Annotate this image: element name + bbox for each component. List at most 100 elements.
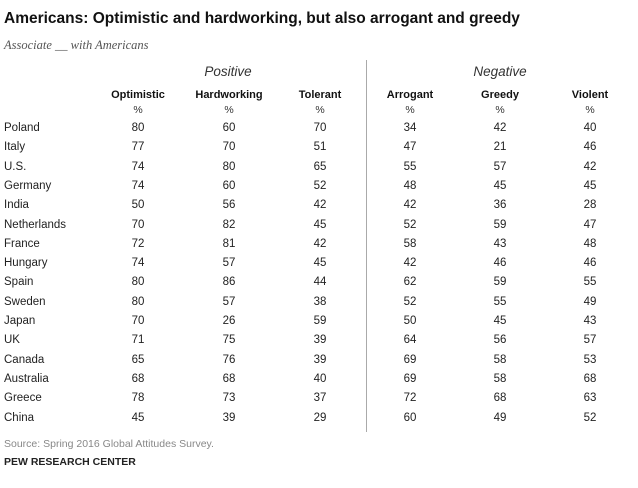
value-cell-tolerant: 65 <box>313 160 327 173</box>
value-cell-hardworking: 82 <box>222 218 236 231</box>
value-cell-optimistic: 80 <box>131 295 145 308</box>
column-unit-hardworking: % <box>224 104 234 116</box>
table-row: U.S. 74 80 65 55 57 42 <box>0 161 638 180</box>
value-cell-arrogant: 42 <box>403 199 417 212</box>
value-cell-arrogant: 60 <box>403 411 417 424</box>
value-cell-greedy: 45 <box>493 179 507 192</box>
value-cell-optimistic: 80 <box>131 122 145 134</box>
table-row: Spain 80 86 44 62 59 55 <box>0 276 638 295</box>
table-row: Hungary 74 57 45 42 46 46 <box>0 257 638 276</box>
column-header-optimistic: Optimistic <box>111 89 165 101</box>
column-unit-tolerant: % <box>315 104 325 116</box>
value-cell-arrogant: 50 <box>403 315 417 327</box>
table-row: Netherlands 70 82 45 52 59 47 <box>0 219 638 238</box>
value-cell-hardworking: 86 <box>222 276 236 289</box>
page-subtitle: Associate __ with Americans <box>4 38 149 52</box>
value-cell-tolerant: 37 <box>313 392 327 405</box>
column-header-tolerant: Tolerant <box>298 89 342 101</box>
country-label: Netherlands <box>4 218 67 231</box>
value-cell-tolerant: 42 <box>313 237 327 250</box>
value-cell-arrogant: 55 <box>403 160 417 173</box>
value-cell-hardworking: 68 <box>222 372 236 385</box>
value-cell-tolerant: 45 <box>313 218 327 231</box>
country-label: Sweden <box>4 295 46 308</box>
value-cell-tolerant: 44 <box>313 276 327 289</box>
value-cell-violent: 46 <box>583 141 597 154</box>
column-unit-greedy: % <box>495 104 505 116</box>
country-label: Canada <box>4 353 45 366</box>
value-cell-optimistic: 74 <box>131 179 145 192</box>
value-cell-violent: 68 <box>583 372 597 385</box>
value-cell-optimistic: 72 <box>131 237 145 250</box>
value-cell-arrogant: 69 <box>403 372 417 385</box>
value-cell-violent: 57 <box>583 334 597 347</box>
table-row: Japan 70 26 59 50 45 43 <box>0 315 638 334</box>
value-cell-arrogant: 58 <box>403 237 417 250</box>
value-cell-violent: 28 <box>583 199 597 212</box>
value-cell-hardworking: 80 <box>222 160 236 173</box>
value-cell-arrogant: 52 <box>403 218 417 231</box>
value-cell-tolerant: 70 <box>313 122 327 134</box>
country-label: Spain <box>4 276 34 289</box>
value-cell-optimistic: 70 <box>131 218 145 231</box>
value-cell-greedy: 57 <box>493 160 507 173</box>
table-row: India 50 56 42 42 36 28 <box>0 199 638 218</box>
value-cell-greedy: 36 <box>493 199 507 212</box>
value-cell-hardworking: 57 <box>222 295 236 308</box>
value-cell-violent: 43 <box>583 315 597 327</box>
value-cell-violent: 47 <box>583 218 597 231</box>
value-cell-violent: 46 <box>583 257 597 270</box>
value-cell-greedy: 59 <box>493 276 507 289</box>
country-label: Germany <box>4 179 52 192</box>
value-cell-optimistic: 78 <box>131 392 145 405</box>
value-cell-tolerant: 59 <box>313 315 327 327</box>
value-cell-optimistic: 50 <box>131 199 145 212</box>
country-label: India <box>4 199 29 212</box>
value-cell-violent: 40 <box>583 122 597 134</box>
value-cell-violent: 53 <box>583 353 597 366</box>
value-cell-tolerant: 38 <box>313 295 327 308</box>
value-cell-violent: 63 <box>583 392 597 405</box>
value-cell-optimistic: 74 <box>131 160 145 173</box>
value-cell-optimistic: 74 <box>131 257 145 270</box>
value-cell-violent: 49 <box>583 295 597 308</box>
country-label: UK <box>4 334 20 347</box>
country-label: U.S. <box>4 160 27 173</box>
value-cell-tolerant: 51 <box>313 141 327 154</box>
country-label: Poland <box>4 122 40 134</box>
value-cell-violent: 45 <box>583 179 597 192</box>
value-cell-hardworking: 76 <box>222 353 236 366</box>
value-cell-violent: 48 <box>583 237 597 250</box>
value-cell-tolerant: 45 <box>313 257 327 270</box>
value-cell-greedy: 55 <box>493 295 507 308</box>
group-label-negative: Negative <box>473 64 527 79</box>
country-label: Italy <box>4 141 26 154</box>
column-header-hardworking: Hardworking <box>195 89 263 101</box>
country-label: Hungary <box>4 257 48 270</box>
brand-label: PEW RESEARCH CENTER <box>4 456 136 468</box>
country-label: Australia <box>4 372 49 385</box>
column-header-greedy: Greedy <box>481 89 519 101</box>
value-cell-tolerant: 39 <box>313 334 327 347</box>
value-cell-arrogant: 69 <box>403 353 417 366</box>
value-cell-greedy: 59 <box>493 218 507 231</box>
value-cell-greedy: 21 <box>493 141 507 154</box>
value-cell-greedy: 68 <box>493 392 507 405</box>
column-unit-arrogant: % <box>405 104 415 116</box>
value-cell-greedy: 46 <box>493 257 507 270</box>
value-cell-tolerant: 40 <box>313 372 327 385</box>
value-cell-hardworking: 73 <box>222 392 236 405</box>
value-cell-hardworking: 70 <box>222 141 236 154</box>
table-row: Poland 80 60 70 34 42 40 <box>0 122 638 141</box>
column-unit-violent: % <box>585 104 595 116</box>
value-cell-optimistic: 68 <box>131 372 145 385</box>
table-row: Canada 65 76 39 69 58 53 <box>0 354 638 373</box>
value-cell-greedy: 45 <box>493 315 507 327</box>
value-cell-greedy: 56 <box>493 334 507 347</box>
value-cell-optimistic: 65 <box>131 353 145 366</box>
country-label: France <box>4 237 40 250</box>
value-cell-tolerant: 39 <box>313 353 327 366</box>
table-row: Greece 78 73 37 72 68 63 <box>0 392 638 411</box>
value-cell-hardworking: 60 <box>222 122 236 134</box>
page-title: Americans: Optimistic and hardworking, b… <box>4 10 520 27</box>
